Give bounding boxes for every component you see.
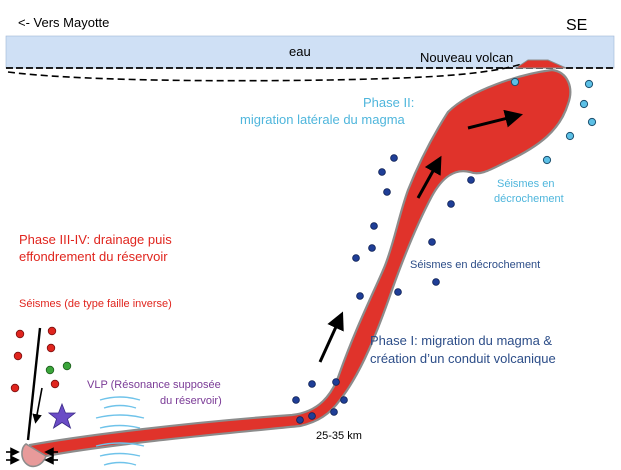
shallow-quake xyxy=(510,77,520,87)
new-volcano-cone xyxy=(514,59,567,69)
reverse-quake-red xyxy=(46,343,56,353)
reverse-quake-red xyxy=(13,351,23,361)
reverse-quake-red xyxy=(10,383,20,393)
vlp-label-1: VLP (Résonance supposée xyxy=(87,379,221,391)
shallow-quake xyxy=(565,131,575,141)
vlp-label-2: du réservoir) xyxy=(160,395,222,407)
deep-quake xyxy=(352,254,360,262)
resonance-waves-icon xyxy=(95,396,145,466)
direction-right-label: SE xyxy=(566,17,587,34)
deep-quake xyxy=(356,292,364,300)
deep-quake xyxy=(383,188,391,196)
shallow-quake xyxy=(542,155,552,165)
deep-quake xyxy=(368,244,376,252)
sea-layer xyxy=(5,35,615,69)
reverse-quake-red xyxy=(50,379,60,389)
deep-quake xyxy=(432,278,440,286)
deep-quake xyxy=(390,154,398,162)
reverse-fault-quakes xyxy=(10,326,72,393)
deep-quake xyxy=(296,416,304,424)
deep-quake xyxy=(378,168,386,176)
new-volcano-label: Nouveau volcan xyxy=(420,50,513,65)
fault-line xyxy=(26,327,42,441)
reverse-quake-green xyxy=(45,365,55,375)
shallow-quakes xyxy=(510,77,597,165)
shallow-quake xyxy=(587,117,597,127)
deep-quake xyxy=(467,176,475,184)
phase1-subtitle: création d’un conduit volcanique xyxy=(370,351,556,366)
deep-quake xyxy=(394,288,402,296)
mid-strike-slip-label: Séismes en décrochement xyxy=(410,259,540,271)
phase2-title: Phase II: xyxy=(363,95,414,110)
deformation-curve xyxy=(7,63,523,82)
vlp-source-star xyxy=(47,402,77,429)
upper-strike-slip-label-1: Séismes en xyxy=(497,178,554,190)
deep-quake xyxy=(308,380,316,388)
phase34-title: Phase III-IV: drainage puis xyxy=(19,232,172,247)
phase2-subtitle: migration latérale du magma xyxy=(240,112,406,127)
depth-label: 25-35 km xyxy=(316,430,362,442)
arrow-lateral xyxy=(467,109,523,130)
reverse-quake-red xyxy=(47,326,57,336)
arrow-conduit-vertical xyxy=(318,311,344,363)
deep-quake xyxy=(428,238,436,246)
deep-quake xyxy=(340,396,348,404)
deep-quake xyxy=(292,396,300,404)
shallow-quake xyxy=(584,79,594,89)
reverse-quake-green xyxy=(62,361,72,371)
fault-slip-arrow xyxy=(32,387,43,424)
deep-quakes xyxy=(292,154,475,424)
deep-quake xyxy=(447,200,455,208)
deep-quake xyxy=(330,408,338,416)
phase34-subtitle: effondrement du réservoir xyxy=(19,249,168,264)
deep-quake xyxy=(370,222,378,230)
arrow-upper-vertical xyxy=(416,155,442,199)
reverse-fault-quakes-label: Séismes (de type faille inverse) xyxy=(19,298,172,310)
shallow-quake xyxy=(579,99,589,109)
deep-quake xyxy=(308,412,316,420)
phase1-title: Phase I: migration du magma & xyxy=(370,333,552,348)
upper-strike-slip-label-2: décrochement xyxy=(494,193,564,205)
deep-quake xyxy=(332,378,340,386)
reverse-quake-red xyxy=(15,329,25,339)
direction-left-label: <- Vers Mayotte xyxy=(18,15,109,30)
water-label: eau xyxy=(289,44,311,59)
